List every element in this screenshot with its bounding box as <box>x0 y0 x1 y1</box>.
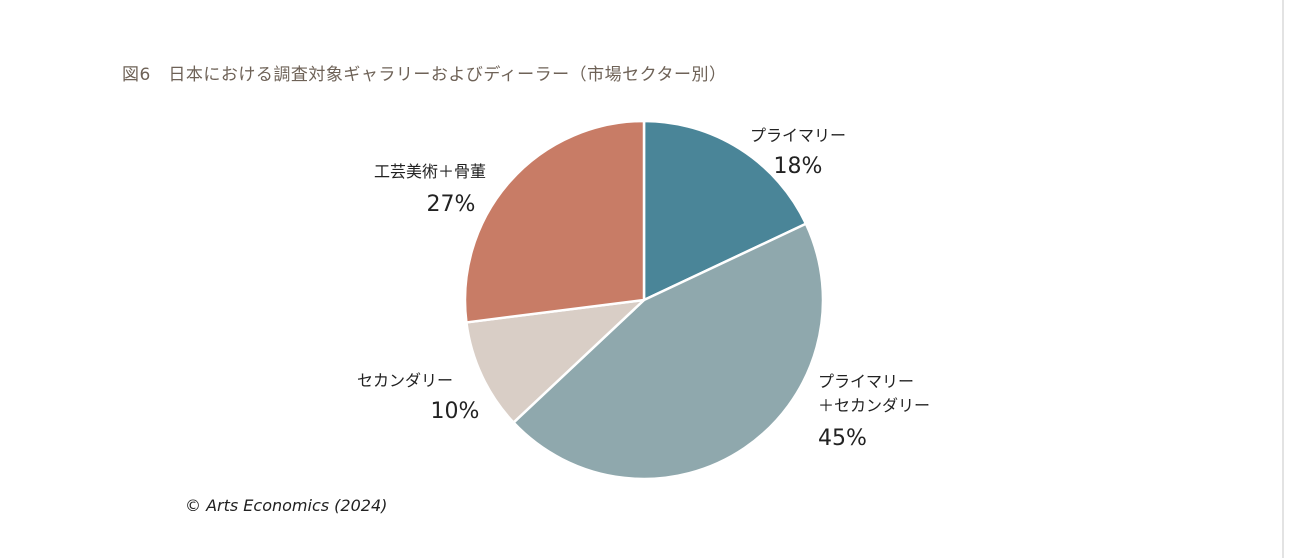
slice-label: プライマリー <box>818 372 914 391</box>
slice-value-label: 27% <box>427 192 476 217</box>
figure-credit: © Arts Economics (2024) <box>185 496 388 515</box>
slice-value-label: 45% <box>818 426 867 451</box>
slice-value-label: 18% <box>774 154 823 179</box>
slice-label: ＋セカンダリー <box>818 396 930 415</box>
pie-slice <box>463 119 646 324</box>
pie-slice <box>465 298 646 424</box>
slice-value-label: 10% <box>431 399 480 424</box>
pie-slices <box>463 119 825 481</box>
slice-label: セカンダリー <box>357 371 453 390</box>
pie-slice <box>642 119 808 302</box>
figure-title: 図6 日本における調査対象ギャラリーおよびディーラー（市場セクター別） <box>122 65 727 85</box>
pie-labels: プライマリー 18% プライマリー ＋セカンダリー 45% セカンダリー 10% 工芸美術＋骨… <box>357 126 930 451</box>
slice-label: 工芸美術＋骨董 <box>374 162 486 181</box>
slice-label: プライマリー <box>750 126 846 145</box>
pie-slice <box>512 222 825 481</box>
